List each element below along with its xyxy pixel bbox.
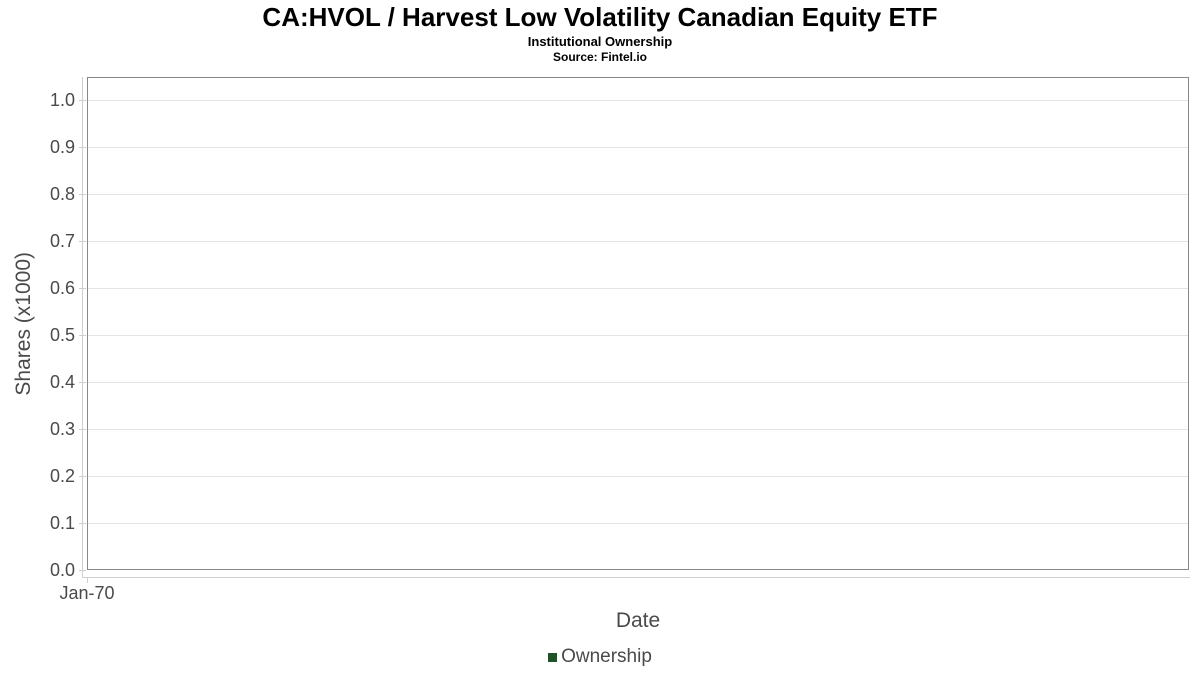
- chart-legend: Ownership: [0, 646, 1200, 668]
- y-gridline-0.5: [88, 335, 1188, 336]
- x-axis-line: [82, 577, 1190, 578]
- y-tick-label-0.6: 0.6: [49, 278, 75, 298]
- y-axis-tick-0.9: [79, 147, 86, 148]
- x-axis-title: Date: [615, 609, 661, 632]
- y-axis-tick-0.1: [79, 523, 86, 524]
- chart-subtitle: Institutional Ownership: [527, 34, 673, 49]
- y-axis-tick-0.0: [79, 570, 86, 571]
- y-gridline-0.1: [88, 523, 1188, 524]
- chart-source-credit: Source: Fintel.io: [552, 50, 647, 64]
- y-tick-label-0.0: 0.0: [49, 560, 75, 580]
- y-axis-tick-0.6: [79, 288, 86, 289]
- chart-title: CA:HVOL / Harvest Low Volatility Canadia…: [262, 2, 938, 32]
- y-gridline-0.2: [88, 476, 1188, 477]
- y-gridline-0.4: [88, 382, 1188, 383]
- y-tick-label-0.8: 0.8: [49, 184, 75, 204]
- y-gridline-0.9: [88, 147, 1188, 148]
- y-tick-label-0.5: 0.5: [49, 325, 75, 345]
- y-axis-tick-0.8: [79, 194, 86, 195]
- y-gridline-0.8: [88, 194, 1188, 195]
- y-tick-label-0.3: 0.3: [49, 419, 75, 439]
- x-tick-label-jan-70: Jan-70: [59, 583, 115, 603]
- y-tick-label-0.2: 0.2: [49, 466, 75, 486]
- y-tick-label-1.0: 1.0: [49, 90, 75, 110]
- y-axis-tick-0.7: [79, 241, 86, 242]
- y-gridline-0.3: [88, 429, 1188, 430]
- y-axis-tick-0.4: [79, 382, 86, 383]
- y-tick-label-0.9: 0.9: [49, 137, 75, 157]
- x-axis-tick-jan-70: [87, 577, 88, 583]
- legend-swatch-ownership: [548, 652, 558, 662]
- y-gridline-0.6: [88, 288, 1188, 289]
- y-axis-tick-0.3: [79, 429, 86, 430]
- y-axis-line: [82, 77, 83, 577]
- y-tick-label-0.7: 0.7: [49, 231, 75, 251]
- y-gridline-1.0: [88, 100, 1188, 101]
- y-gridline-0.7: [88, 241, 1188, 242]
- y-axis-tick-1.0: [79, 100, 86, 101]
- y-tick-label-0.4: 0.4: [49, 372, 75, 392]
- y-axis-tick-0.2: [79, 476, 86, 477]
- y-axis-tick-0.5: [79, 335, 86, 336]
- plot-area: [87, 77, 1189, 570]
- legend-label-ownership: Ownership: [561, 646, 652, 667]
- y-tick-label-0.1: 0.1: [49, 513, 75, 533]
